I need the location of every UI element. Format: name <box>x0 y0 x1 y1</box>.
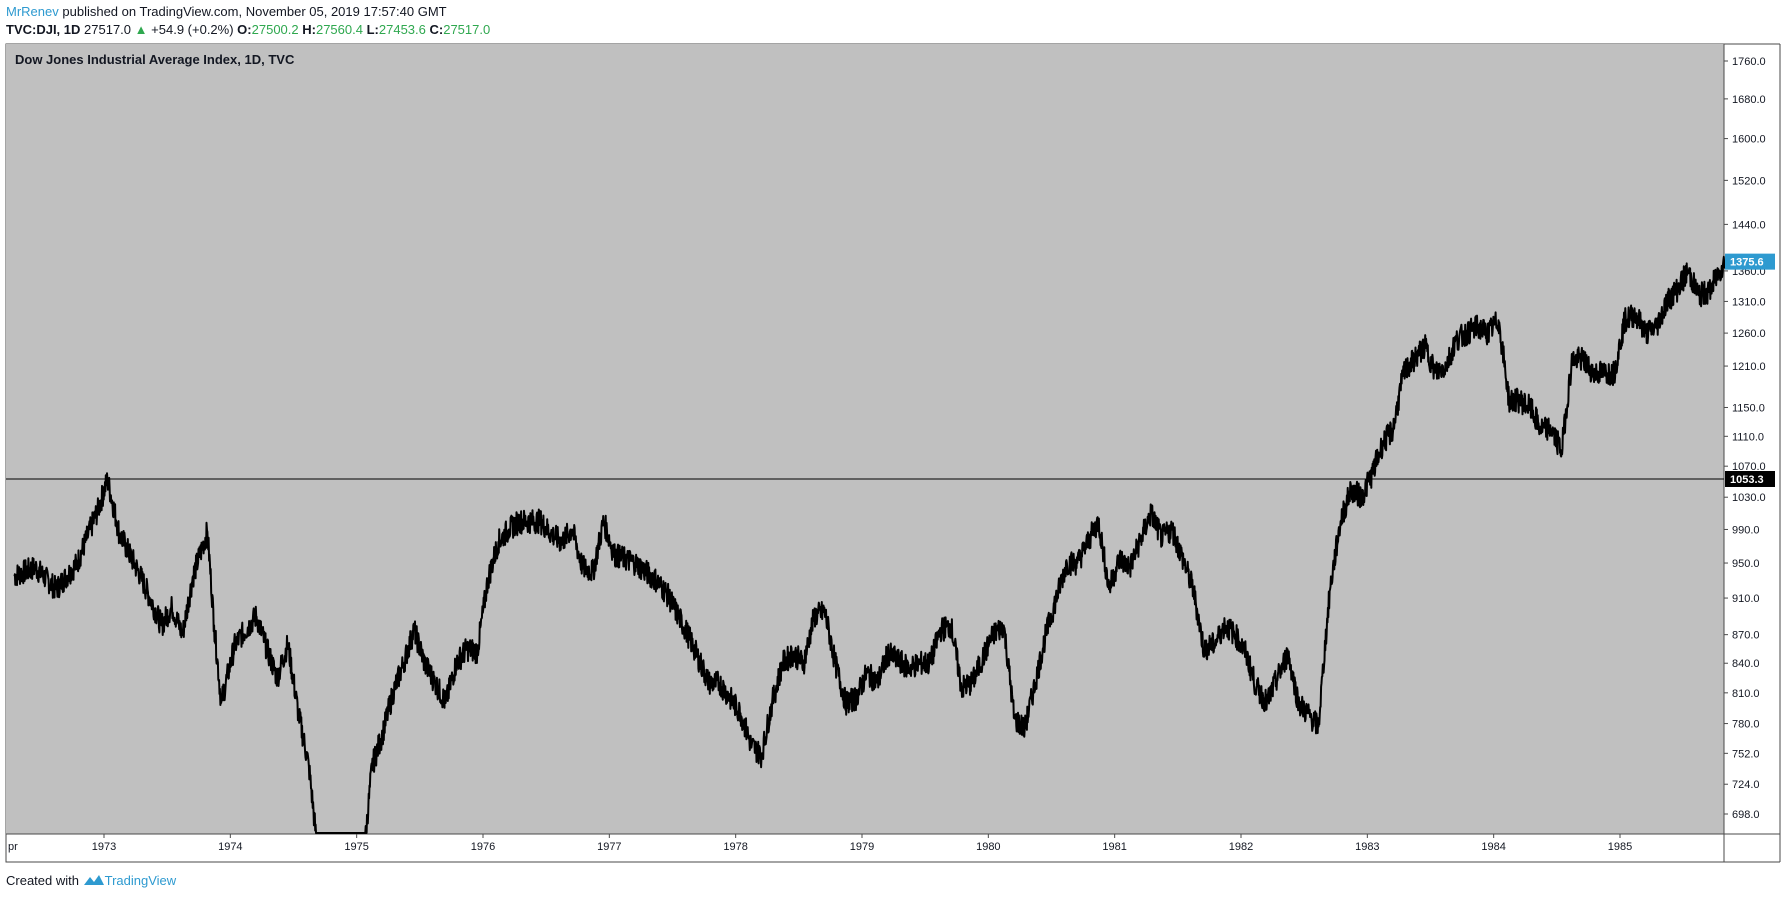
y-tick-label: 1070.0 <box>1732 461 1766 473</box>
published-text: published on TradingView.com, November 0… <box>62 4 447 19</box>
x-tick-label: 1981 <box>1102 841 1126 853</box>
price-axis[interactable]: 698.0 724.0 752.0 780.0 810.0 840.0 870.0 910.0… <box>1724 56 1766 821</box>
x-tick-label: 1985 <box>1608 841 1632 853</box>
chart-title: Dow Jones Industrial Average Index, 1D, … <box>15 52 295 67</box>
close-label: C: <box>429 22 444 37</box>
x-tick-label: 1975 <box>344 841 368 853</box>
tradingview-link[interactable]: TradingView <box>104 873 177 888</box>
publish-info: MrRenev published on TradingView.com, No… <box>6 4 447 20</box>
x-tick-label: 1979 <box>850 841 874 853</box>
low-label: L: <box>366 22 379 37</box>
high-value: 27560.4 <box>315 22 363 37</box>
time-axis[interactable]: pr 1973 1974 1975 1976 1977 1978 1979 1980 1981 19… <box>8 834 1632 853</box>
series-line <box>13 255 1727 834</box>
y-tick-label: 910.0 <box>1732 593 1760 605</box>
last-value: 27517.0 <box>84 22 132 37</box>
y-tick-label: 752.0 <box>1732 748 1760 760</box>
arrow-up-icon: ▲ <box>134 22 148 37</box>
price-line <box>13 255 1727 834</box>
open-value: 27500.2 <box>251 22 299 37</box>
y-tick-label: 1310.0 <box>1732 296 1766 308</box>
x-tick-label: 1984 <box>1481 841 1505 853</box>
last-price-badge: 1375.6 <box>1730 257 1764 269</box>
ohlc-bar: TVC:DJI, 1D 27517.0 ▲ +54.9 (+0.2%) O:27… <box>6 22 490 38</box>
x-tick-label: 1977 <box>597 841 621 853</box>
y-tick-label: 698.0 <box>1732 809 1760 821</box>
x-tick-label: 1973 <box>92 841 116 853</box>
y-tick-label: 780.0 <box>1732 719 1760 731</box>
low-value: 27453.6 <box>378 22 426 37</box>
y-tick-label: 1030.0 <box>1732 492 1766 504</box>
last-price-badge-bg <box>1725 253 1775 270</box>
symbol-label: TVC:DJI, 1D <box>6 22 81 37</box>
x-tick-label: 1974 <box>218 841 242 853</box>
x-tick-label: 1978 <box>723 841 747 853</box>
y-tick-label: 1760.0 <box>1732 56 1766 68</box>
author-link[interactable]: MrRenev <box>6 4 59 19</box>
y-tick-label: 1440.0 <box>1732 219 1766 231</box>
open-label: O: <box>237 22 252 37</box>
x-tick-label: 1982 <box>1229 841 1253 853</box>
y-tick-label: 1680.0 <box>1732 94 1766 106</box>
x-tick-label: pr <box>8 841 18 853</box>
y-tick-label: 1520.0 <box>1732 175 1766 187</box>
y-tick-label: 1600.0 <box>1732 134 1766 146</box>
high-label: H: <box>302 22 316 37</box>
plot-area <box>6 44 1724 834</box>
y-tick-label: 1210.0 <box>1732 361 1766 373</box>
created-with-text: Created with <box>6 873 79 888</box>
x-tick-label: 1983 <box>1355 841 1379 853</box>
close-value: 27517.0 <box>443 22 491 37</box>
y-tick-label: 950.0 <box>1732 558 1760 570</box>
y-tick-label: 1110.0 <box>1732 431 1764 443</box>
x-tick-label: 1976 <box>471 841 495 853</box>
horizontal-line-badge: 1053.3 <box>1730 474 1764 486</box>
y-tick-label: 870.0 <box>1732 630 1760 642</box>
y-tick-label: 840.0 <box>1732 658 1760 670</box>
y-tick-label: 810.0 <box>1732 688 1760 700</box>
horizontal-line-badge-bg <box>1725 470 1775 487</box>
y-tick-label: 1150.0 <box>1732 402 1765 414</box>
y-tick-label: 724.0 <box>1732 779 1760 791</box>
price-badges: 1053.3 1375.6 <box>1725 253 1775 487</box>
price-chart[interactable]: Dow Jones Industrial Average Index, 1D, … <box>0 0 1788 870</box>
change-value: +54.9 (+0.2%) <box>151 22 234 37</box>
y-tick-label: 990.0 <box>1732 524 1760 536</box>
x-tick-label: 1980 <box>976 841 1000 853</box>
footer: Created with TradingView <box>6 873 176 889</box>
tradingview-logo-icon <box>83 875 104 885</box>
y-tick-label: 1260.0 <box>1732 328 1766 340</box>
